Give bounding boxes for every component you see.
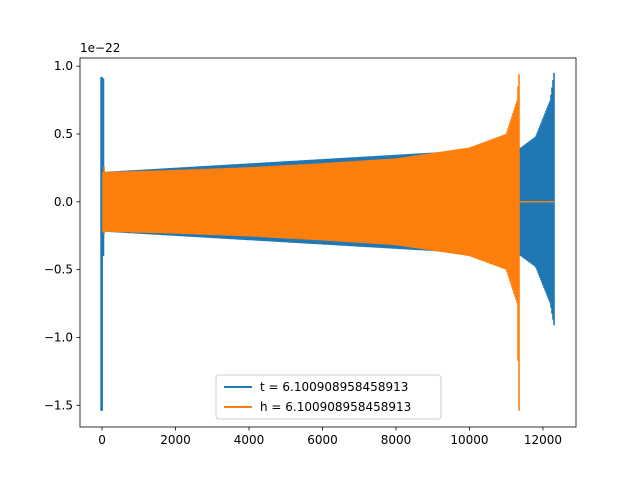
y-offset-label: 1e−22 — [80, 41, 120, 55]
legend-box — [215, 374, 442, 420]
y-tick-label: −0.5 — [44, 263, 73, 277]
legend-label: h = 6.100908958458913 — [260, 400, 411, 414]
y-tick-label: −1.0 — [44, 330, 73, 344]
x-tick-label: 6000 — [307, 433, 338, 447]
legend-label: t = 6.100908958458913 — [260, 380, 408, 394]
x-tick-label: 4000 — [234, 433, 265, 447]
series-layer — [100, 72, 555, 411]
legend: t = 6.100908958458913 h = 6.1009089584589… — [215, 374, 442, 420]
y-tick-label: 0.0 — [54, 195, 73, 209]
x-tick-label: 8000 — [381, 433, 412, 447]
y-tick-label: 0.5 — [54, 127, 73, 141]
x-tick-label: 2000 — [160, 433, 191, 447]
axes-frame — [79, 57, 577, 428]
y-axis: −1.5 −1.0 −0.5 0.0 0.5 1.0 — [44, 59, 80, 412]
x-tick-label: 12000 — [524, 433, 562, 447]
x-axis: 0 2000 4000 6000 8000 10000 12000 — [98, 427, 562, 447]
x-tick-label: 0 — [98, 433, 106, 447]
y-tick-label: 1.0 — [54, 59, 73, 73]
y-tick-label: −1.5 — [44, 398, 73, 412]
x-tick-label: 10000 — [450, 433, 488, 447]
series-h-envelope — [102, 74, 520, 411]
